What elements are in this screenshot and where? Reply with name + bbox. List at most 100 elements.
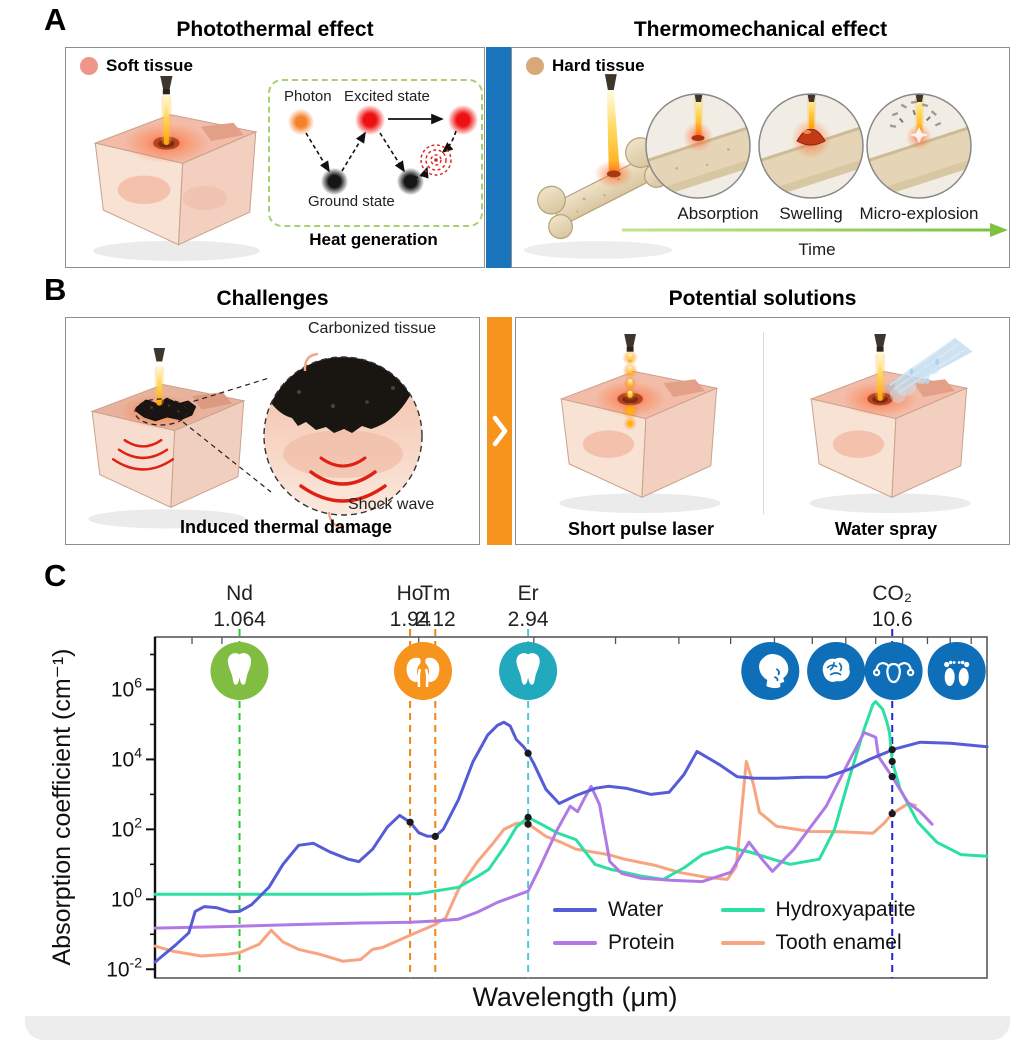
absorption-stage-circle <box>645 93 751 199</box>
laser-wavelength-label: 10.6 <box>872 608 913 631</box>
legend-label: Water <box>608 898 664 921</box>
time-arrow-icon <box>622 223 1008 237</box>
hard-tissue-dot-icon <box>526 57 544 75</box>
data-marker <box>431 832 439 840</box>
data-marker <box>524 813 532 821</box>
timeline-label: Time <box>798 240 836 259</box>
water-spray-cone <box>884 337 973 403</box>
chart-legend: Water Protein Hydroxyapatite Tooth enamel <box>553 898 916 955</box>
legend-swatch <box>720 941 765 945</box>
panel-b-label: B <box>44 272 67 307</box>
panel-b-right-title: Potential solutions <box>668 287 857 310</box>
data-marker <box>524 749 532 757</box>
induced-thermal-damage-caption: Induced thermal damage <box>179 517 393 537</box>
solutions-panel: Short pulse laser Water spray <box>515 317 1010 545</box>
data-marker <box>888 746 896 754</box>
debris-particles <box>889 100 942 128</box>
series-water <box>153 720 989 964</box>
series-tooth-enamel <box>153 760 917 963</box>
laser-drill-icon <box>160 76 173 91</box>
legend-swatch <box>720 908 765 912</box>
data-marker <box>888 810 896 818</box>
laser-label: Tm <box>420 582 450 605</box>
y-tick-label: 104 <box>111 744 142 771</box>
soft-tissue-tag: Soft tissue <box>80 56 193 76</box>
tooth-icon <box>499 642 558 700</box>
zoom-circle-content <box>264 357 422 515</box>
panel-a-left-title: Photothermal effect <box>176 18 374 41</box>
carbonized-crater <box>135 397 197 422</box>
shock-wave-arcs-zoom <box>299 456 387 503</box>
heat-generation-caption: Heat generation <box>309 230 438 249</box>
tooth-gum-icon <box>210 642 269 700</box>
micro-explosion-stage-circle <box>866 93 972 199</box>
swelling-stage-circle <box>758 93 864 199</box>
laser-drill-icon <box>624 334 637 348</box>
legend-swatch <box>553 908 597 912</box>
data-marker <box>524 820 532 828</box>
y-tick-label: 106 <box>111 674 142 701</box>
short-pulse-laser-caption: Short pulse laser <box>567 519 715 539</box>
thermomechanical-panel: Hard tissue <box>511 47 1010 268</box>
laser-label: CO₂ <box>872 582 912 605</box>
figure-bottom-edge <box>25 1016 1010 1040</box>
y-tick-label: 10-2 <box>106 954 142 981</box>
legend-label: Tooth enamel <box>775 931 902 954</box>
laser-drill-icon <box>874 334 887 348</box>
legend-swatch <box>553 941 597 945</box>
head-throat-icon <box>741 642 800 700</box>
water-spray-caption: Water spray <box>834 519 938 539</box>
soft-tissue-label: Soft tissue <box>106 56 193 75</box>
soft-tissue-illustration <box>93 76 260 261</box>
legend-item-protein: Protein <box>553 931 675 955</box>
y-tick-label: 100 <box>111 884 142 911</box>
feet-icon <box>927 642 986 700</box>
stage-micro-explosion-label: Micro-explosion <box>859 204 979 223</box>
solutions-divider <box>763 332 764 514</box>
uterus-icon <box>864 642 923 700</box>
series-protein <box>153 731 934 930</box>
legend-item-water: Water <box>553 898 675 922</box>
photon-dot-icon <box>288 109 314 135</box>
photon-label: Photon <box>284 88 332 105</box>
pulsed-beam <box>621 349 639 431</box>
annotation-bracket-bottom <box>327 511 345 529</box>
photothermal-panel: Soft tissue Photon Excited state Ground … <box>65 47 485 268</box>
excited-state-dot2-icon <box>448 105 478 135</box>
data-marker <box>888 773 896 781</box>
annotation-bracket-top <box>303 352 319 372</box>
hard-tissue-label: Hard tissue <box>552 56 645 75</box>
ground-state-dot-icon <box>321 168 348 195</box>
heat-generation-inset: Photon Excited state Ground state <box>268 79 483 227</box>
panel-c-label: C <box>44 558 67 593</box>
laser-wavelength-label: 2.94 <box>508 608 549 631</box>
excited-state-label: Excited state <box>344 88 430 105</box>
chevron-right-icon <box>492 415 507 447</box>
ground-state-label: Ground state <box>308 193 395 210</box>
absorption-chart: 10-2 100 102 104 106 Nd 1.064 Ho 1.94 Tm 2.12 Er 2.9… <box>106 582 989 981</box>
transition-arrows <box>305 113 457 179</box>
panel-a-label: A <box>44 2 67 37</box>
brain-icon <box>807 642 866 700</box>
data-marker <box>888 757 896 766</box>
laser-drill-icon <box>604 74 617 90</box>
panel-a-divider-bar <box>486 47 511 268</box>
challenges-panel: Carbonized tissue Shock wave Induced the… <box>65 317 480 545</box>
panel-a-right-title: Thermomechanical effect <box>633 18 888 41</box>
laser-wavelength-label: 1.064 <box>213 608 266 631</box>
data-marker <box>406 818 414 826</box>
panel-b-left-title: Challenges <box>216 287 329 310</box>
legend-label: Hydroxyapatite <box>775 898 916 921</box>
thermal-damage-illustration <box>88 348 423 529</box>
legend-item-tooth-enamel: Tooth enamel <box>720 931 916 955</box>
water-spray-illustration <box>809 334 973 514</box>
shock-wave-arcs <box>111 438 175 471</box>
shock-wave-annotation: Shock wave <box>348 496 435 513</box>
carbonized-tissue-annotation: Carbonized tissue <box>308 320 437 337</box>
series-hydroxyapatite <box>153 700 989 896</box>
x-axis-title: Wavelength (μm) <box>472 982 678 1012</box>
panel-b-divider-bar <box>487 317 512 545</box>
short-pulse-laser-illustration <box>559 334 721 514</box>
kidneys-icon <box>394 642 452 700</box>
